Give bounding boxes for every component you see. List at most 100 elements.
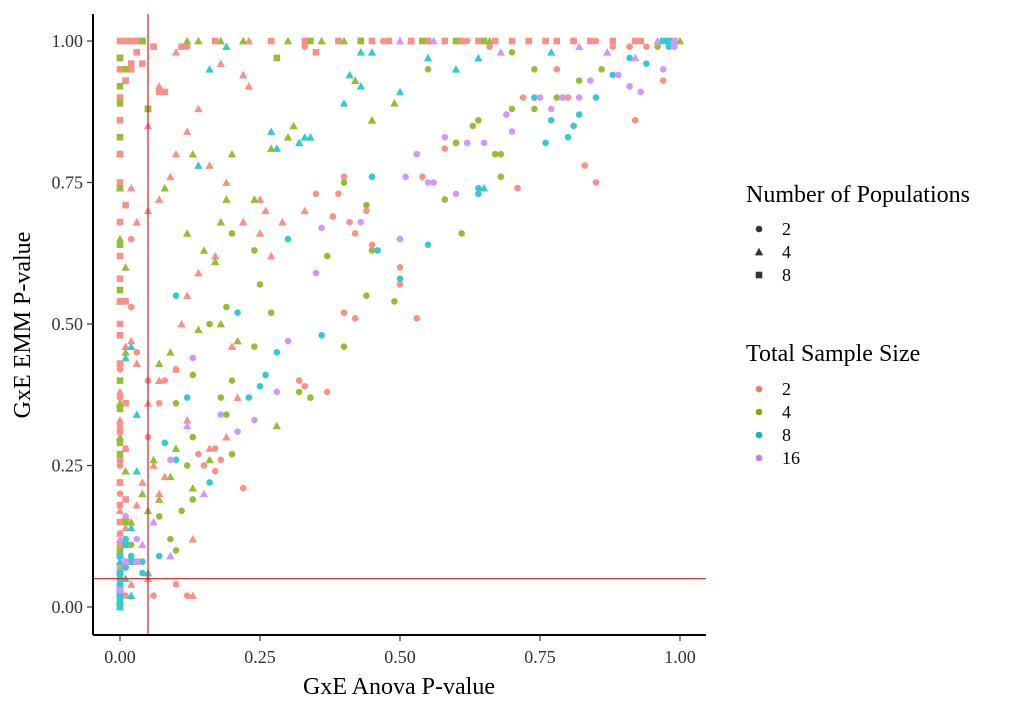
data-point [167,535,174,543]
data-point [116,184,124,192]
data-point [122,77,129,84]
data-point [216,36,225,45]
data-point [340,309,348,316]
data-point [262,371,269,379]
data-point [419,37,426,45]
data-point [166,348,175,356]
data-point [659,77,667,84]
data-point [115,416,125,424]
x-tick-label: 0.75 [524,647,556,667]
data-point [239,70,248,79]
data-point [340,179,348,186]
data-point [127,552,135,560]
data-point [133,349,141,356]
data-point [323,252,331,260]
data-point [133,37,141,45]
data-point [116,462,124,469]
data-point [570,122,577,130]
data-point [166,551,175,560]
data-point [116,218,124,226]
data-point [133,49,141,56]
data-point [234,428,241,435]
data-point [116,37,124,45]
data-point [267,309,275,316]
data-point [167,456,174,464]
data-point [363,201,370,209]
legend-key-triangle [754,247,764,256]
data-point [261,206,270,215]
data-point [222,195,231,203]
data-point [160,183,169,192]
data-point [121,263,130,271]
data-point [116,564,124,571]
data-point [402,173,409,181]
data-point [127,580,136,588]
data-point [189,371,197,379]
data-point [116,422,124,430]
data-point [115,529,125,537]
data-point [233,393,242,401]
data-point [351,315,359,322]
data-point [592,37,600,45]
data-point [306,133,315,141]
data-point [424,37,432,45]
data-point [508,49,516,56]
legend-title-sample-size: Total Sample Size [746,341,920,367]
data-point [199,246,209,254]
data-point [211,37,219,45]
data-point [284,337,292,345]
data-point [116,99,124,107]
x-tick-label: 0.25 [244,647,276,667]
data-point [391,298,398,305]
data-point [395,36,405,45]
data-point [178,43,185,50]
data-point [458,37,465,45]
data-point [155,495,164,503]
data-point [497,150,505,158]
data-point [475,184,482,192]
data-point [368,173,376,181]
data-point [278,217,287,226]
data-point [525,37,533,45]
data-point [172,581,180,588]
data-point [491,37,499,45]
data-point [475,116,482,124]
data-point [139,37,146,45]
data-point [301,382,309,390]
data-point [250,195,259,203]
data-point [351,76,360,84]
data-point [496,48,505,56]
data-point [300,206,309,215]
data-point [289,121,298,130]
data-point [222,42,231,51]
data-point [127,591,136,600]
data-point [211,467,219,475]
data-point [452,37,460,45]
data-point [206,479,213,486]
legend-key-color [755,385,763,393]
data-point [592,94,600,101]
data-point [188,591,197,600]
data-point [155,88,163,96]
data-point [430,179,437,186]
data-point [245,394,253,401]
data-point [675,36,685,45]
legend-label: 8 [782,425,791,445]
data-point [211,251,220,260]
data-point [346,218,353,226]
data-point [413,150,421,158]
data-point [251,416,258,424]
data-point [172,399,180,407]
data-point [116,541,124,549]
data-point [133,558,141,566]
data-point [189,354,197,362]
data-point [116,275,124,283]
data-point [155,195,164,203]
data-point [183,229,192,237]
data-point [553,94,561,101]
data-point [200,462,208,469]
data-point [115,234,125,243]
data-point [223,411,230,418]
data-point [183,127,192,135]
data-point [122,37,129,45]
